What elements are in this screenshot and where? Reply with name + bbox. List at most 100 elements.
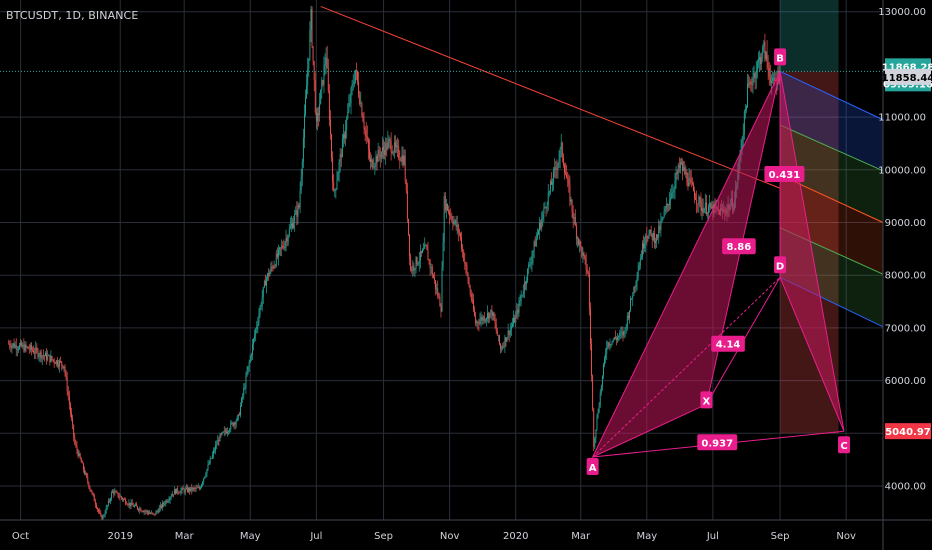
candle [583,252,585,256]
candle [16,349,18,350]
candle [540,222,542,229]
candle [264,281,266,286]
candle [235,420,237,425]
candle [179,492,181,494]
candle [236,416,238,421]
candle [620,332,622,334]
candle [32,349,33,351]
candle [133,505,135,507]
candle [301,161,303,177]
candle [609,344,611,346]
x-tick-label: Oct [12,531,29,542]
candle [266,278,267,286]
candle [536,234,538,238]
candle [452,220,454,225]
candle [261,297,263,306]
pattern-ratio-badge [764,166,805,183]
candle [318,113,319,115]
candle [322,79,324,85]
candle [774,78,776,81]
candle [315,112,317,121]
candle [327,67,329,91]
candle [41,355,43,359]
candle [12,343,14,346]
pattern-point-label: A [589,463,597,474]
pattern-point-badge [774,256,787,274]
candle [526,280,527,284]
candle [350,88,352,104]
candle [13,343,15,348]
candle [659,225,661,230]
channel-band [780,175,883,275]
candle [121,498,123,500]
candle [415,257,417,269]
candle [311,9,313,47]
candle [510,326,512,329]
candle [413,265,415,270]
candle [613,337,615,340]
candle [118,496,120,498]
candle [378,150,380,155]
candle [566,174,568,179]
candle [606,347,608,354]
candle [558,158,560,164]
candle [580,241,582,247]
candle [640,256,642,259]
candle [243,388,245,396]
pattern-ratio-label: 0.431 [769,170,801,181]
candle [348,103,350,112]
grid-lines [0,0,883,520]
candle [341,138,343,158]
candle [564,165,565,173]
y-tick-label: 7000.00 [885,323,926,334]
pattern-point-badge [774,48,787,66]
trendline [320,5,781,189]
candle [180,490,182,493]
candle [663,211,665,217]
candle [704,202,706,209]
candle [64,366,66,374]
candle [272,266,274,269]
candle [399,157,401,161]
candle [326,57,328,68]
candle [548,190,550,193]
candle [748,83,750,85]
candle [51,356,53,360]
candle [171,494,173,497]
candle [189,488,191,491]
candle [74,436,76,444]
candle [308,58,310,70]
candle [568,179,570,185]
candle [241,397,243,406]
candle [337,173,339,181]
candle [176,488,178,494]
candle [71,412,72,419]
candle [191,487,193,491]
point-c-price-tag: 5040.97 [885,423,931,440]
candle [451,215,453,221]
candle [262,287,264,298]
candle [557,163,559,170]
candle [390,141,392,153]
candle [182,488,184,490]
candle [54,362,56,364]
candle [481,317,483,321]
candle [689,178,691,179]
candle [334,190,336,192]
candle [624,327,626,331]
candle [20,342,22,345]
candle [396,145,397,147]
candle [473,299,474,310]
candle [294,214,296,223]
candle [300,176,302,191]
candle [256,326,258,330]
candle [282,245,284,248]
candle [581,246,583,256]
candle [112,490,114,493]
pattern-ratio-label: 8.86 [727,242,752,253]
candle [281,245,283,249]
candle [190,487,192,491]
candle [769,76,771,84]
